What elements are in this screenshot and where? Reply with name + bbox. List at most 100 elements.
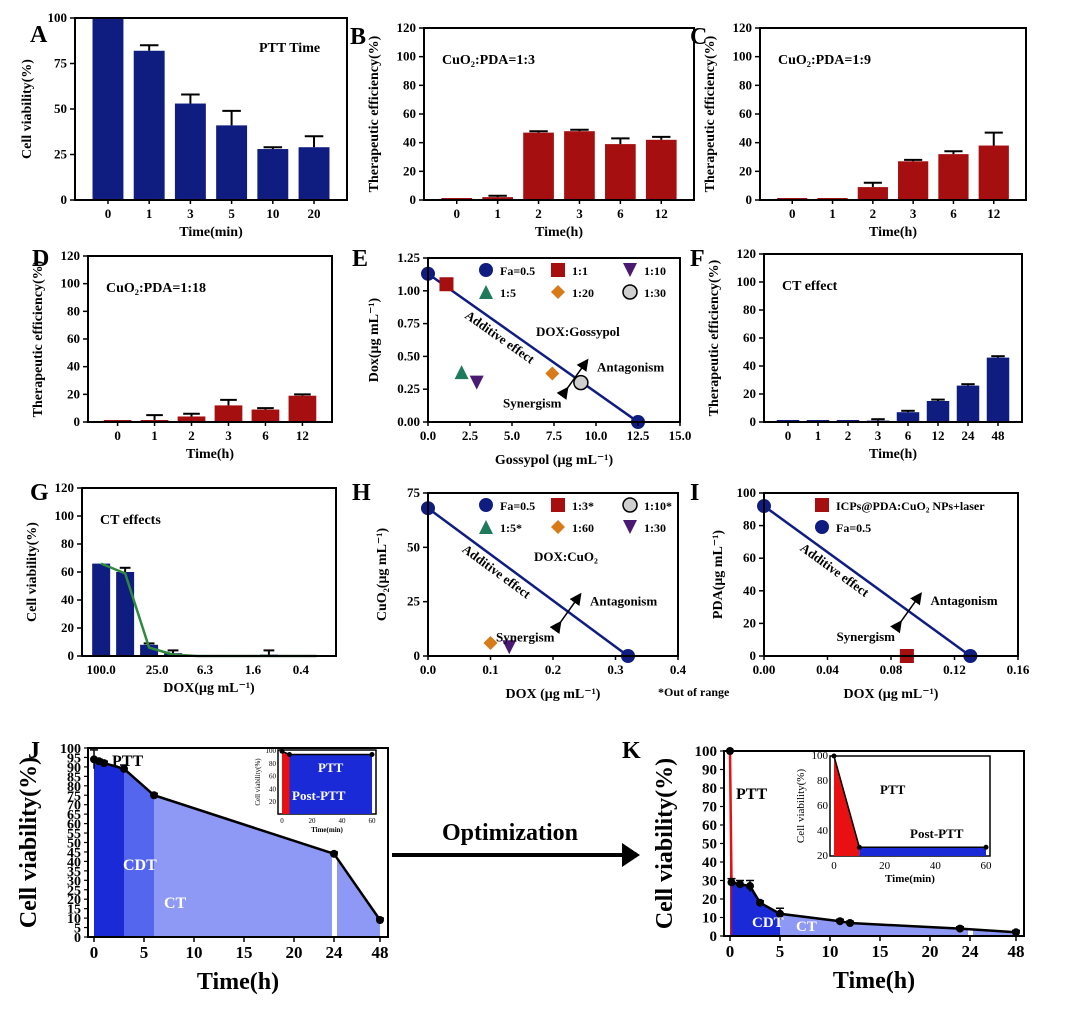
- inset-y-tick-label: 80: [269, 760, 277, 768]
- cdt-region: [731, 882, 780, 936]
- legend-label: 1:10: [644, 264, 666, 278]
- legend-marker: [551, 263, 565, 277]
- y-tick-label: 40: [743, 358, 756, 373]
- y-tick-label: 100: [48, 10, 68, 25]
- region-label-ct: CT: [164, 895, 187, 912]
- additive-line: [427, 272, 639, 424]
- additive-label: Additive effect: [797, 540, 872, 600]
- inset-point: [279, 748, 285, 754]
- y-tick-label: 90: [702, 763, 717, 779]
- x-tick-label: 1: [146, 206, 153, 221]
- y-tick-label: 30: [67, 874, 81, 889]
- bar: [482, 197, 513, 200]
- y-axis-label: Cell viability(%): [20, 59, 35, 159]
- x-tick-label: 6.3: [197, 662, 214, 677]
- y-axis-label: Therapeutic efficiency(%): [707, 259, 722, 416]
- y-tick-label: 10: [67, 912, 81, 927]
- bar: [92, 563, 111, 656]
- panel-label-d: D: [32, 246, 49, 272]
- bar: [986, 357, 1010, 422]
- y-tick-label: 60: [702, 818, 717, 834]
- ptt-line: [728, 750, 733, 883]
- legend-marker: [622, 284, 638, 300]
- y-axis-label: PDA(μg mL⁻¹): [711, 530, 726, 619]
- data-point: [573, 374, 589, 391]
- inset-ptt-region: [282, 751, 290, 814]
- inset-label-ptt: PTT: [318, 760, 344, 775]
- x-tick-label: 5: [228, 206, 235, 221]
- y-tick-label: 70: [702, 800, 717, 816]
- inset-post-region: [859, 847, 986, 856]
- region-label-ptt: PTT: [112, 753, 143, 770]
- y-tick-label: 90: [67, 761, 81, 776]
- cdt-region: [124, 768, 154, 937]
- y-tick-label: 120: [55, 480, 75, 495]
- y-tick-label: 20: [743, 615, 756, 630]
- bar: [564, 131, 595, 200]
- y-axis-label: Cell viability(%): [652, 758, 678, 929]
- y-tick-label: 0.00: [397, 414, 420, 429]
- y-tick-label: 20: [403, 163, 416, 178]
- y-tick-label: 80: [67, 303, 80, 318]
- y-tick-label: 50: [54, 101, 67, 116]
- y-tick-label: 25: [67, 884, 81, 899]
- y-tick-label: 35: [67, 865, 81, 880]
- inset-label-post: Post-PTT: [292, 788, 346, 803]
- data-point: [439, 277, 454, 292]
- y-axis-label: Therapeutic efficiency(%): [31, 260, 46, 417]
- x-tick-label: 0.0: [420, 662, 436, 677]
- inset-x-tick-label: 60: [981, 860, 993, 872]
- inset-y-tick-label: 20: [817, 850, 829, 862]
- x-tick-label: 0: [90, 943, 99, 962]
- x-tick-label: 1: [494, 206, 501, 221]
- ptt-cdt-region: [94, 759, 124, 937]
- y-tick-label: 0: [414, 648, 421, 663]
- legend-label: Fa=0.5: [836, 521, 871, 535]
- bar: [523, 132, 554, 200]
- panel-g: 100.0 25.0 6.3 1.6 0.4 G 0 20 40 60 80 100 120 Cell v…: [25, 480, 337, 696]
- x-tick-label: 10: [186, 943, 203, 962]
- x-tick-label: 3: [910, 206, 917, 221]
- x-axis-label: Time(min): [179, 225, 243, 240]
- inset-point: [856, 844, 862, 850]
- x-tick-label: 5: [776, 942, 785, 961]
- synergism-label: Synergism: [496, 630, 555, 645]
- legend-label: 1:10*: [644, 499, 672, 513]
- footnote: *Out of range: [658, 685, 730, 699]
- inset-point: [287, 751, 292, 757]
- x-tick-label: 3: [875, 428, 882, 443]
- x-tick-label: 1: [151, 428, 158, 443]
- panel-label-e: E: [352, 246, 368, 272]
- x-tick-label: 6: [905, 428, 912, 443]
- y-tick-label: 60: [743, 330, 756, 345]
- bar: [92, 18, 124, 200]
- effect-arrow: [890, 592, 922, 634]
- bar: [214, 405, 243, 422]
- y-tick-label: 40: [67, 855, 81, 870]
- data-point: [469, 375, 484, 390]
- x-tick-label: 2: [845, 428, 852, 443]
- legend-marker: [551, 285, 565, 299]
- y-tick-label: 0.75: [397, 316, 420, 331]
- y-tick-label: 0: [74, 931, 81, 946]
- chart-title: CT effects: [100, 513, 161, 528]
- x-tick-label: 1: [815, 428, 822, 443]
- y-axis-label: Cell viability(%): [16, 757, 42, 928]
- legend-marker: [815, 498, 829, 512]
- legend-label: 1:3*: [572, 499, 594, 513]
- bar: [978, 145, 1009, 200]
- legend-marker: [623, 263, 637, 277]
- x-tick-label: 0: [726, 942, 735, 961]
- x-tick-label: 0.04: [816, 662, 839, 677]
- region-label-cdt: CDT: [123, 857, 157, 874]
- y-tick-label: 75: [407, 485, 421, 500]
- bar: [857, 187, 888, 200]
- x-tick-label: 20: [922, 942, 939, 961]
- x-tick-label: 5.0: [504, 428, 520, 443]
- x-axis-label: Time(h): [869, 225, 917, 240]
- x-tick-label: 0.2: [545, 662, 561, 677]
- x-tick-label: 10: [822, 942, 839, 961]
- x-tick-label: 12: [932, 428, 945, 443]
